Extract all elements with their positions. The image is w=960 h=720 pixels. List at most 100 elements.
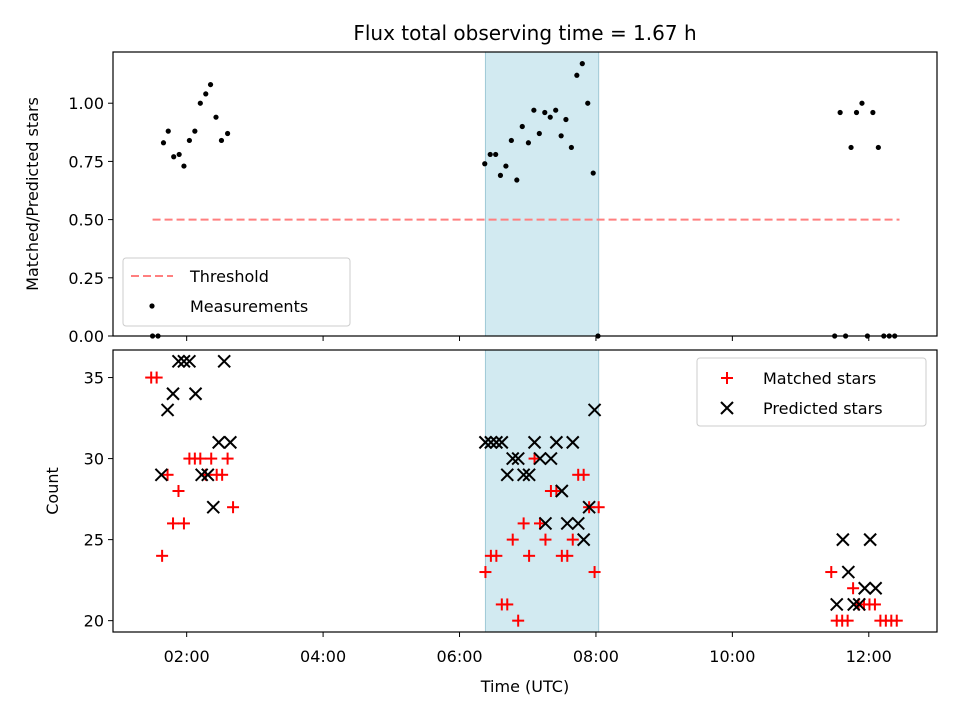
- bottom-x-axis-ticks: 02:00 04:00 06:00 08:00 10:00 12:00: [164, 632, 892, 666]
- predicted-star-marker: [194, 468, 209, 482]
- observing-window-shade-bottom: [484, 349, 600, 633]
- measurement-point: [563, 116, 569, 123]
- predicted-star-marker: [857, 581, 872, 595]
- measurement-point: [181, 163, 187, 169]
- matched-star-marker: [221, 452, 234, 465]
- x-tick-label: 10:00: [709, 647, 755, 666]
- measurement-point: [568, 144, 574, 151]
- matched-star-marker: [506, 533, 519, 546]
- measurement-point: [203, 91, 209, 97]
- bottom-y-tick-label: 25: [84, 531, 104, 550]
- matched-star-marker: [512, 614, 525, 627]
- matched-star-marker: [592, 501, 605, 514]
- measurement-point: [558, 133, 564, 139]
- matched-star-marker: [167, 517, 180, 530]
- x-tick-label: 08:00: [573, 647, 619, 666]
- measurement-point: [165, 128, 171, 134]
- predicted-star-marker: [484, 435, 498, 450]
- measurement-point: [870, 109, 876, 116]
- matched-star-marker: [161, 468, 174, 481]
- predicted-star-marker: [489, 435, 504, 450]
- predicted-legend-label: Predicted stars: [763, 399, 883, 418]
- bottom-y-tick-label: 35: [84, 369, 104, 388]
- matched-star-marker: [177, 517, 190, 530]
- predicted-star-marker: [154, 468, 169, 482]
- predicted-star-marker: [868, 581, 883, 595]
- matched-star-marker: [227, 501, 240, 514]
- top-y-tick-label: 1.00: [68, 94, 104, 113]
- matched-star-marker: [490, 549, 503, 562]
- predicted-star-marker: [544, 451, 558, 466]
- matched-star-marker: [825, 566, 838, 579]
- top-y-axis-label: Matched/Predicted stars: [23, 97, 42, 291]
- measurement-point: [482, 161, 488, 167]
- measurement-point: [213, 114, 219, 120]
- measurement-point: [514, 177, 520, 183]
- observing-window-shade-top: [484, 51, 600, 337]
- predicted-star-marker: [478, 435, 493, 450]
- predicted-star-marker: [506, 451, 520, 466]
- predicted-star-marker: [188, 387, 203, 401]
- predicted-star-marker: [516, 468, 531, 482]
- predicted-star-marker: [495, 435, 509, 450]
- measurement-point: [837, 109, 843, 116]
- bottom-axes-frame: [112, 349, 938, 633]
- matched-star-marker: [156, 549, 169, 562]
- matched-star-marker: [528, 452, 541, 465]
- measurement-point: [207, 81, 214, 88]
- predicted-star-marker: [571, 516, 585, 531]
- predicted-stars-points: [154, 354, 883, 612]
- matched-star-marker: [172, 485, 185, 497]
- measurement-point: [493, 151, 499, 158]
- matched-star-marker: [890, 614, 903, 627]
- measurements-legend-swatch: [149, 303, 155, 309]
- predicted-star-marker: [217, 354, 231, 369]
- measurement-point: [536, 130, 542, 137]
- predicted-legend-swatch: [720, 401, 734, 415]
- measurement-point: [160, 140, 167, 146]
- measurement-point: [218, 137, 225, 144]
- measurement-point: [875, 144, 881, 151]
- predicted-star-marker: [582, 500, 596, 514]
- measurement-point: [186, 137, 192, 144]
- matched-star-marker: [868, 598, 881, 611]
- bottom-y-axis-ticks: 20 25 30 35: [84, 369, 113, 631]
- predicted-star-marker: [830, 597, 844, 612]
- measurement-point: [525, 140, 532, 146]
- measurement-point: [224, 130, 231, 137]
- bottom-y-tick-label: 20: [84, 612, 104, 631]
- x-tick-label: 04:00: [300, 647, 346, 666]
- x-tick-label: 02:00: [164, 647, 210, 666]
- matched-stars-points: [145, 371, 903, 627]
- matched-star-marker: [534, 517, 547, 530]
- matched-star-marker: [501, 598, 514, 611]
- measurements-legend-label: Measurements: [190, 297, 308, 316]
- measurement-point: [585, 100, 591, 106]
- measurement-point: [176, 151, 182, 158]
- predicted-star-marker: [555, 484, 569, 498]
- matched-star-marker: [194, 452, 207, 465]
- predicted-star-marker: [847, 597, 861, 612]
- predicted-star-marker: [223, 435, 238, 450]
- matched-star-marker: [205, 452, 218, 465]
- top-legend: Threshold Measurements: [122, 257, 351, 327]
- predicted-star-marker: [522, 468, 536, 482]
- matched-star-marker: [150, 371, 163, 384]
- predicted-star-marker: [549, 435, 564, 450]
- measurement-point: [531, 107, 537, 113]
- predicted-star-marker: [511, 451, 525, 466]
- predicted-star-marker: [533, 451, 547, 466]
- bottom-y-tick-label: 30: [84, 450, 104, 469]
- bottom-y-axis-label: Count: [43, 467, 62, 515]
- predicted-star-marker: [587, 403, 602, 417]
- matched-star-marker: [588, 566, 601, 579]
- bottom-legend-box: [696, 357, 927, 427]
- predicted-star-marker: [500, 468, 514, 482]
- top-y-tick-label: 0.00: [68, 327, 104, 346]
- matched-star-marker: [561, 549, 574, 562]
- measurement-point: [171, 154, 177, 160]
- matched-legend-label: Matched stars: [763, 369, 876, 388]
- measurement-point: [553, 107, 559, 113]
